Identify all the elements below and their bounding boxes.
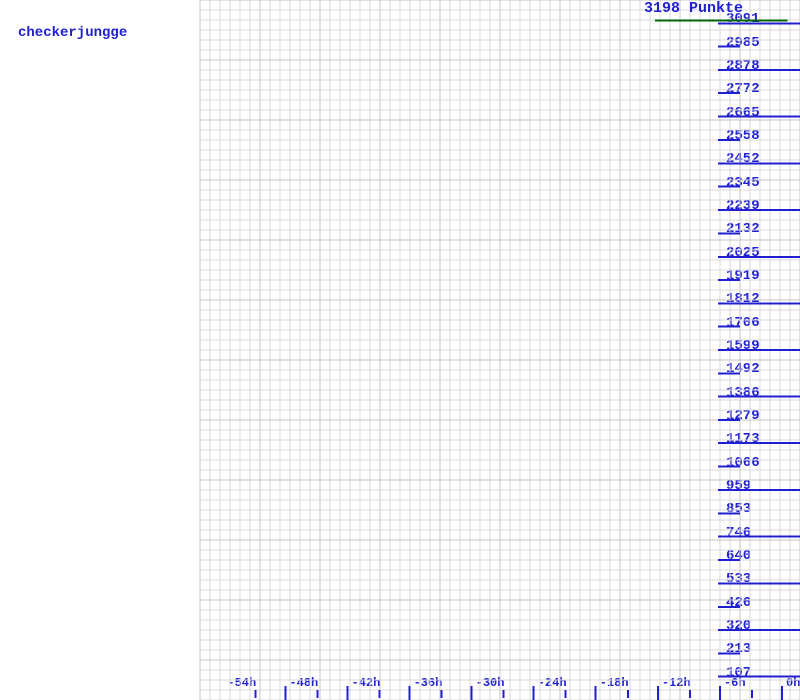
title-unit: Punkte xyxy=(689,0,743,17)
username-label: checkerjungge xyxy=(18,25,127,41)
chart-svg xyxy=(0,0,800,700)
chart-title: 3198 Punkte xyxy=(644,0,743,17)
title-value: 3198 xyxy=(644,0,680,17)
